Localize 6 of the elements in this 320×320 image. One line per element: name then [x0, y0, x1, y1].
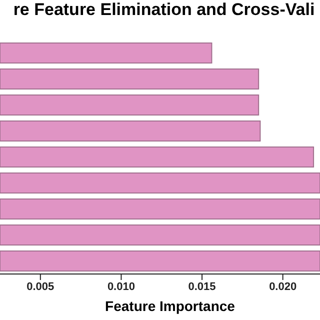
x-tick-label: 0.020: [269, 280, 297, 293]
x-tick-label: 0.015: [188, 280, 216, 293]
x-axis-title: Feature Importance: [104, 298, 236, 314]
x-tick-label: 0.010: [107, 280, 135, 293]
chart-title: re Feature Elimination and Cross-Vali: [12, 0, 316, 20]
x-tick-label: 0.005: [26, 280, 54, 293]
